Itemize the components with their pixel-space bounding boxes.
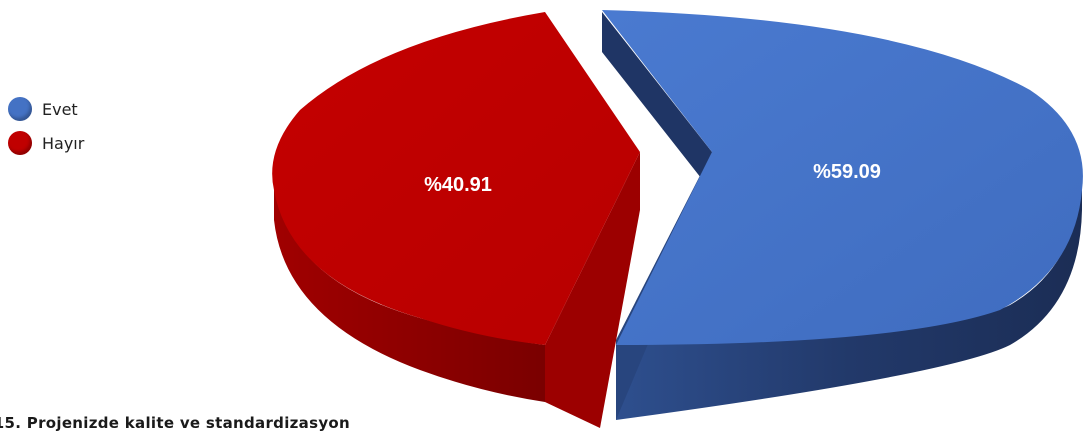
legend: Evet Hayır xyxy=(8,96,84,164)
figure-caption: k 15. Projenizde kalite ve standardizasy… xyxy=(0,414,350,432)
slice-hayir-front-wall xyxy=(545,152,640,428)
legend-swatch-evet xyxy=(8,97,32,121)
legend-label-evet: Evet xyxy=(42,99,78,119)
slice-hayir-side xyxy=(274,180,545,402)
legend-swatch-hayir xyxy=(8,131,32,155)
legend-item-evet[interactable]: Evet xyxy=(8,96,84,122)
legend-item-hayir[interactable]: Hayır xyxy=(8,130,84,156)
slice-evet[interactable] xyxy=(602,10,1083,420)
slice-evet-side xyxy=(616,170,1082,420)
slice-evet-inner-wall xyxy=(602,12,712,192)
data-label-evet: %59.09 xyxy=(813,161,881,183)
slice-hayir[interactable] xyxy=(272,12,640,428)
slice-evet-top xyxy=(602,10,1083,345)
slice-hayir-top xyxy=(272,12,640,345)
legend-label-hayir: Hayır xyxy=(42,133,85,153)
data-label-hayir: %40.91 xyxy=(424,174,492,196)
